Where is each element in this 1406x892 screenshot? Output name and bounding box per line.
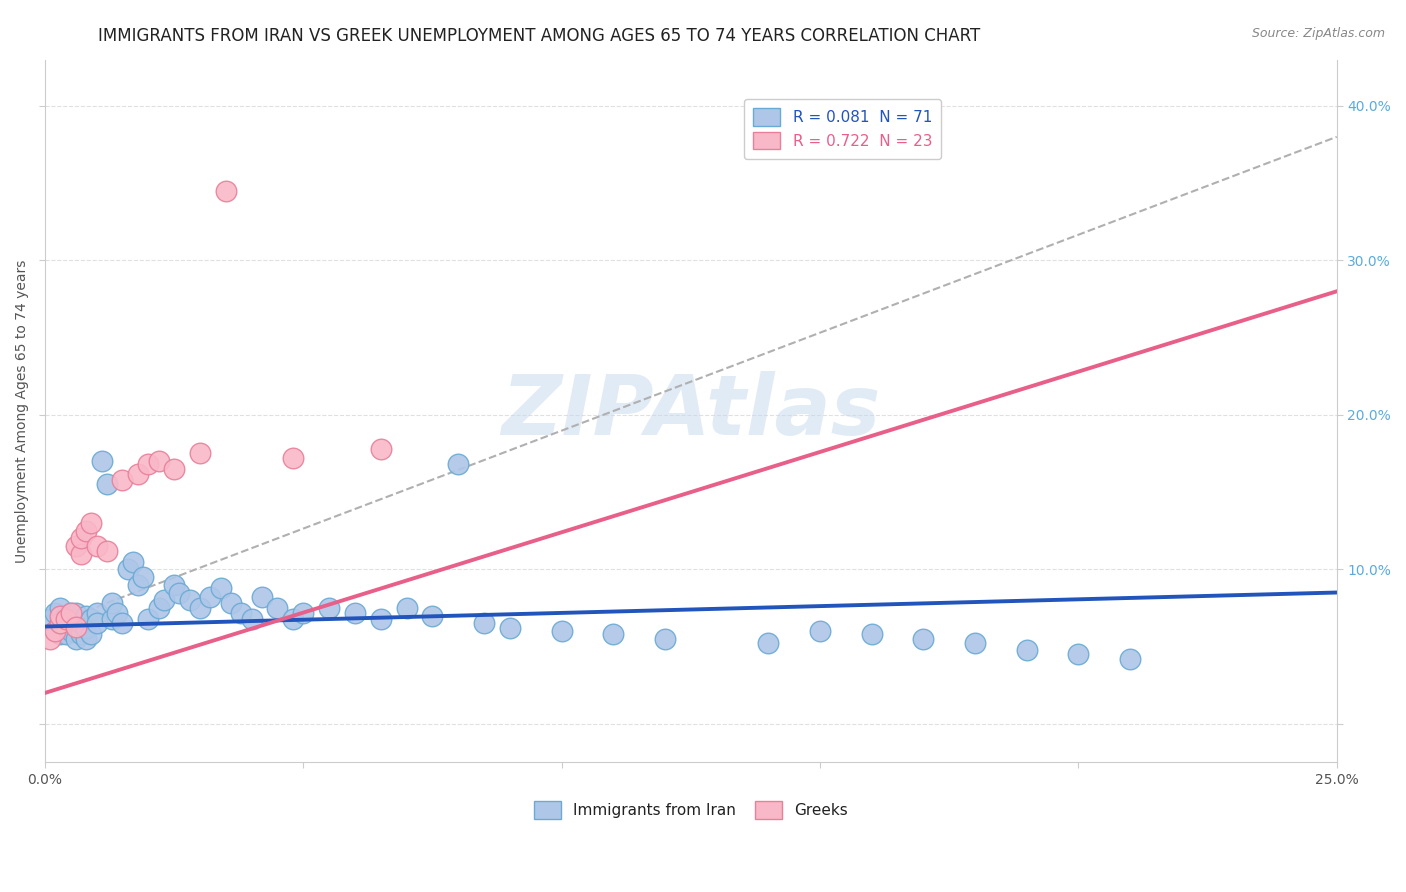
Point (55, 627, 77, 641)
Point (963, 636, 986, 650)
Point (59, 624, 82, 639)
Point (59, 606, 82, 620)
Point (75, 632, 97, 646)
Point (86, 606, 108, 620)
Point (70, 616, 93, 631)
Point (80, 627, 103, 641)
Point (59, 606, 82, 620)
Point (250, 590, 273, 604)
Point (179, 593, 201, 607)
Point (105, 606, 128, 620)
Point (266, 601, 288, 615)
Point (127, 467, 149, 481)
Point (55, 612, 77, 626)
Point (860, 627, 883, 641)
Point (602, 627, 624, 641)
Point (148, 454, 170, 468)
Point (121, 555, 143, 569)
Point (55, 621, 77, 635)
Point (86, 539, 108, 553)
Text: IMMIGRANTS FROM IRAN VS GREEK UNEMPLOYMENT AMONG AGES 65 TO 74 YEARS CORRELATION: IMMIGRANTS FROM IRAN VS GREEK UNEMPLOYME… (98, 27, 980, 45)
Point (163, 578, 186, 592)
Point (215, 184, 238, 198)
Text: ZIPAtlas: ZIPAtlas (501, 370, 880, 451)
Point (148, 601, 170, 615)
Point (281, 612, 304, 626)
Point (111, 616, 134, 631)
Point (188, 446, 211, 460)
Point (49, 616, 72, 631)
Point (65, 612, 87, 626)
Point (318, 601, 340, 615)
Point (343, 606, 366, 620)
Point (169, 585, 191, 599)
Point (136, 612, 159, 626)
Point (59, 616, 82, 631)
Point (65, 619, 87, 633)
Point (756, 636, 779, 650)
Point (39, 612, 62, 626)
Point (49, 616, 72, 631)
Point (1119, 652, 1142, 666)
Point (86, 616, 108, 631)
Point (117, 562, 139, 576)
Point (90, 454, 112, 468)
Point (1015, 642, 1038, 657)
Point (55, 608, 77, 623)
Point (209, 581, 232, 595)
Legend: Immigrants from Iran, Greeks: Immigrants from Iran, Greeks (527, 795, 855, 825)
Point (370, 442, 392, 456)
Point (219, 596, 242, 610)
Point (550, 624, 572, 639)
Point (472, 616, 495, 631)
Point (101, 612, 124, 626)
Point (65, 619, 87, 633)
Point (200, 590, 222, 604)
Point (65, 539, 87, 553)
Point (132, 570, 155, 584)
Point (1067, 648, 1090, 662)
Point (96, 477, 118, 491)
Point (80, 612, 103, 626)
Point (70, 627, 93, 641)
Point (422, 608, 444, 623)
Point (49, 627, 72, 641)
Text: Source: ZipAtlas.com: Source: ZipAtlas.com (1251, 27, 1385, 40)
Point (808, 624, 831, 639)
Point (127, 578, 149, 592)
Point (370, 612, 392, 626)
Point (44, 624, 66, 639)
Point (75, 608, 97, 623)
Point (70, 624, 93, 639)
Point (70, 547, 93, 561)
Point (101, 596, 124, 610)
Point (65, 632, 87, 646)
Point (281, 451, 304, 466)
Point (65, 606, 87, 620)
Y-axis label: Unemployment Among Ages 65 to 74 years: Unemployment Among Ages 65 to 74 years (15, 260, 30, 563)
Point (49, 608, 72, 623)
Point (96, 544, 118, 558)
Point (44, 624, 66, 639)
Point (75, 621, 97, 635)
Point (136, 458, 159, 472)
Point (499, 621, 522, 635)
Point (912, 632, 935, 646)
Point (75, 524, 97, 538)
Point (395, 601, 418, 615)
Point (80, 516, 103, 530)
Point (111, 473, 134, 487)
Point (153, 593, 176, 607)
Point (240, 612, 263, 626)
Point (447, 458, 470, 472)
Point (231, 606, 253, 620)
Point (163, 462, 186, 476)
Point (654, 632, 676, 646)
Point (49, 601, 72, 615)
Point (292, 606, 315, 620)
Point (39, 632, 62, 646)
Point (188, 601, 211, 615)
Point (44, 606, 66, 620)
Point (70, 532, 93, 546)
